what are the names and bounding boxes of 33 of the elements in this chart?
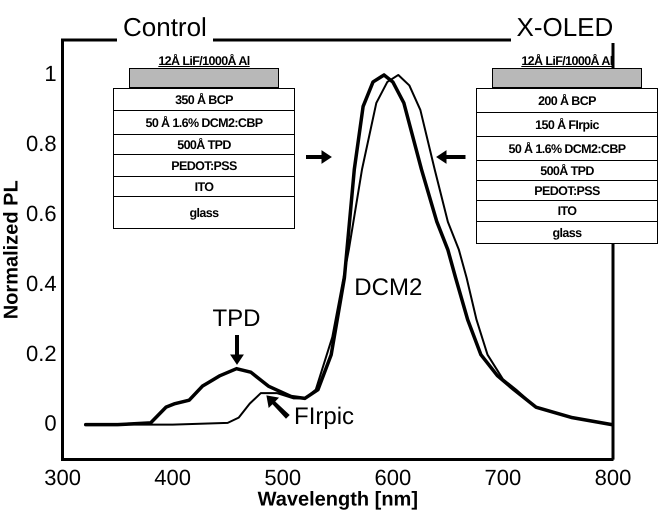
x-tick-label: 800 (594, 464, 632, 490)
y-tick-label: 0.4 (26, 270, 57, 296)
annotation: X-OLED (510, 12, 620, 43)
annotation: ITO (476, 201, 658, 222)
y-tick-label: 0 (44, 410, 57, 436)
x-tick-label: 600 (374, 464, 412, 490)
annotation: PEDOT:PSS (113, 155, 295, 177)
annotation: ITO (113, 177, 295, 197)
annotation: 350 Å BCP (113, 88, 295, 111)
annotation: TPD (212, 304, 260, 333)
x-tick-label: 400 (154, 464, 192, 490)
annotation: PEDOT:PSS (476, 181, 658, 201)
annotation: DCM2 (354, 274, 422, 302)
x-tick-label: 300 (44, 464, 81, 490)
y-tick-label: 0.8 (26, 130, 57, 156)
y-tick-label: 1 (44, 61, 57, 86)
annotation: glass (476, 222, 658, 244)
y-axis-title: Normalized PL (0, 180, 23, 320)
x-tick-label: 700 (484, 464, 522, 490)
annotation: glass (113, 197, 295, 229)
annotation: 150 Å FIrpic (476, 113, 658, 137)
annotation: 500Å TPD (476, 161, 658, 181)
y-tick-label: 0.6 (26, 200, 57, 226)
x-tick-label: 500 (264, 464, 302, 490)
annotation: 500Å TPD (113, 135, 295, 155)
annotation: 12Å LiF/1000Å Al (157, 54, 251, 68)
annotation: FIrpic (294, 403, 354, 432)
annotation: 50 Å 1.6% DCM2:CBP (476, 137, 658, 161)
annotation: 200 Å BCP (476, 88, 658, 113)
annotation: Control (117, 12, 213, 43)
x-axis-title: Wavelength [nm] (258, 488, 418, 511)
y-tick-label: 0.2 (26, 340, 57, 366)
annotation: 50 Å 1.6% DCM2:CBP (113, 111, 295, 135)
